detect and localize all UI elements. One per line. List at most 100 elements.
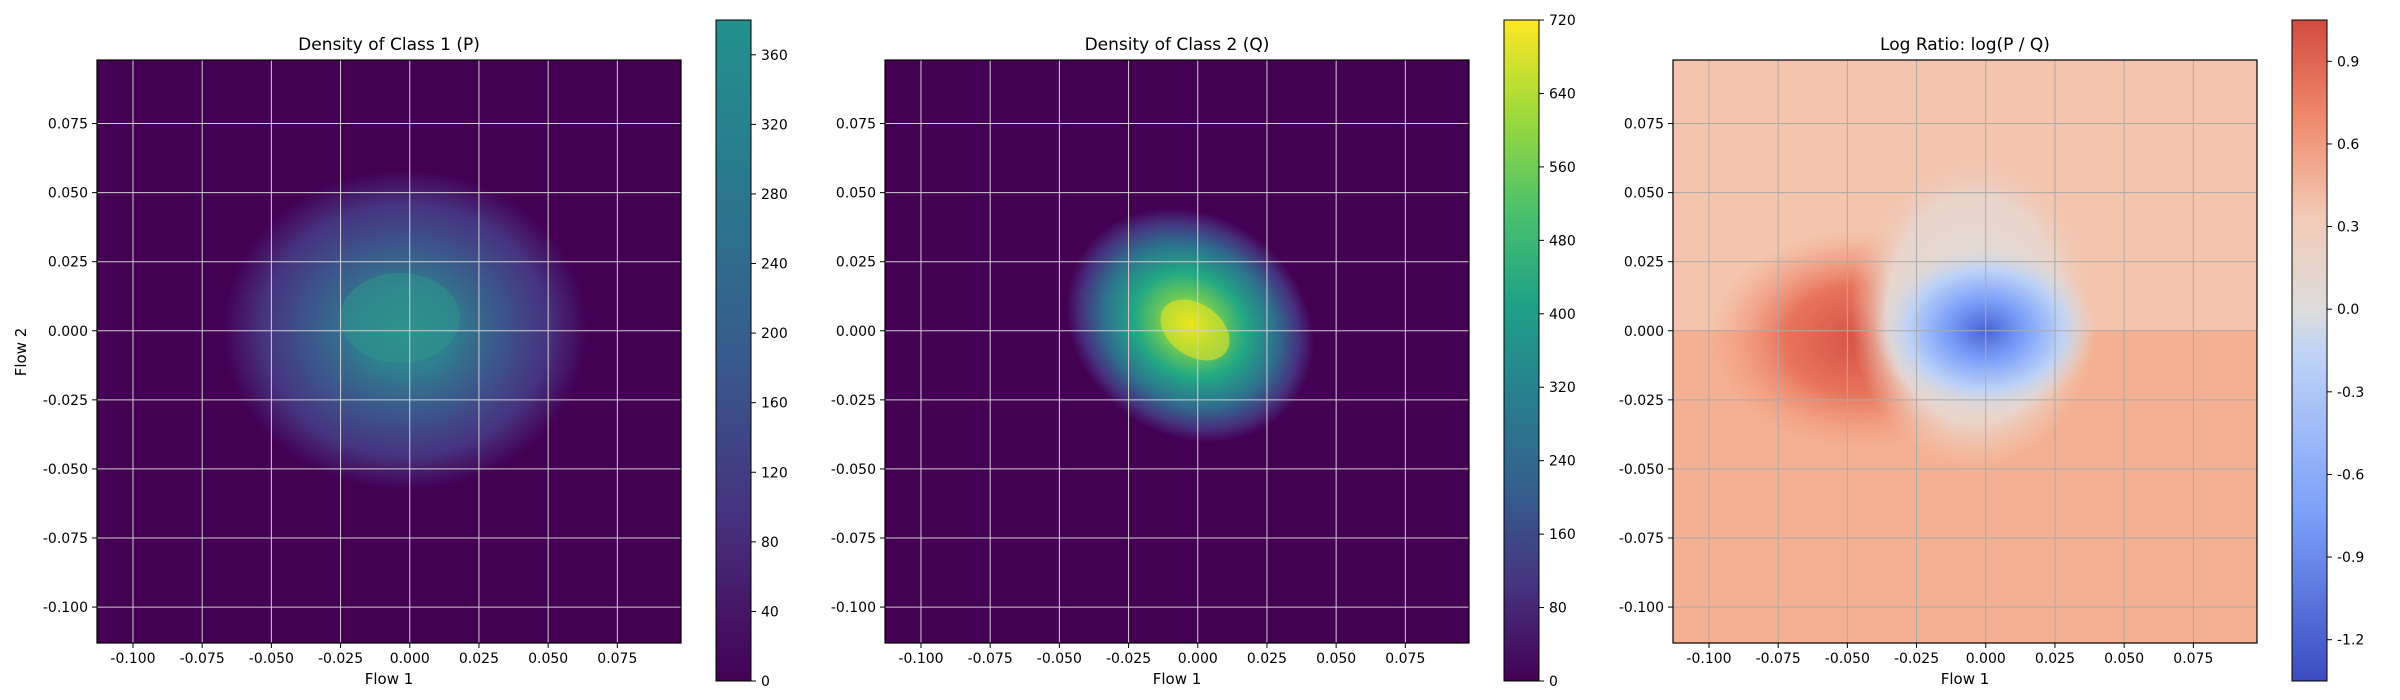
colorbar-tick-label: -0.9 xyxy=(2337,550,2364,566)
x-tick-label: 0.000 xyxy=(1966,651,2006,667)
y-tick-label: 0.050 xyxy=(48,186,88,202)
x-tick-label: -0.050 xyxy=(1825,651,1870,667)
colorbar-ratio xyxy=(2291,19,2328,682)
y-tick-label: -0.100 xyxy=(831,600,876,616)
grid-p xyxy=(97,60,681,643)
x-tick-label: 0.025 xyxy=(1247,651,1287,667)
colorbar-tick-label: 400 xyxy=(1549,307,1576,323)
x-tick-label: 0.050 xyxy=(2104,651,2144,667)
colorbar-tick-label: -0.6 xyxy=(2337,467,2364,483)
x-tick-label: -0.025 xyxy=(1894,651,1939,667)
y-ticks-ratio: -0.100 -0.075 -0.050 -0.025 0.000 0.025 0.050 0… xyxy=(1619,117,1673,616)
colorbar-tick-label: 240 xyxy=(761,257,788,273)
y-tick-label: -0.050 xyxy=(831,462,876,478)
colorbar-tick-label: 320 xyxy=(1549,380,1576,396)
colorbar-tick-label: 360 xyxy=(761,48,788,64)
density-blob-p xyxy=(223,170,587,490)
colorbar-tick-label: 640 xyxy=(1549,86,1576,102)
x-axis-label-p: Flow 1 xyxy=(365,670,414,688)
x-tick-label: -0.025 xyxy=(318,651,363,667)
colorbar-tick-label: 0.0 xyxy=(2337,302,2359,318)
x-ticks-q: -0.100 -0.075 -0.050 -0.025 0.000 0.025 0.050 0… xyxy=(898,643,1425,667)
y-tick-label: -0.050 xyxy=(1619,462,1664,478)
density-core-q xyxy=(1160,299,1230,361)
y-tick-label: -0.025 xyxy=(1619,393,1664,409)
x-tick-label: -0.075 xyxy=(180,651,225,667)
colorbar-tick-label: 280 xyxy=(761,187,788,203)
grid-ratio xyxy=(1673,60,2257,643)
chart-title-p: Density of Class 1 (P) xyxy=(298,35,480,55)
panel-log-ratio: -0.100 -0.075 -0.050 -0.025 0.000 0.025 0.050 0… xyxy=(1619,19,2364,688)
ratio-low-region xyxy=(1875,245,2095,415)
x-tick-label: -0.025 xyxy=(1106,651,1151,667)
colorbar-ticks-q: 0 80 160 240 320 400 480 560 640 720 xyxy=(1539,13,1576,690)
y-tick-label: 0.000 xyxy=(836,324,876,340)
colorbar-tick-label: 320 xyxy=(761,117,788,133)
x-tick-label: 0.075 xyxy=(597,651,637,667)
y-tick-label: -0.075 xyxy=(831,531,876,547)
x-axis-label-q: Flow 1 xyxy=(1153,670,1202,688)
y-tick-label: 0.075 xyxy=(48,117,88,133)
y-tick-label: 0.000 xyxy=(48,324,88,340)
x-tick-label: -0.100 xyxy=(110,651,155,667)
colorbar-tick-label: 160 xyxy=(761,396,788,412)
colorbar-ticks-ratio: -1.2 -0.9 -0.6 -0.3 0.0 0.3 0.6 0.9 xyxy=(2327,54,2364,649)
panel-density-p: -0.100 -0.075 -0.050 -0.025 0.000 0.025 0.050 0… xyxy=(12,19,788,690)
plot-frame-q xyxy=(884,59,1470,644)
y-tick-label: -0.100 xyxy=(43,600,88,616)
y-tick-label: 0.075 xyxy=(836,117,876,133)
chart-title-ratio: Log Ratio: log(P / Q) xyxy=(1880,35,2050,55)
y-tick-label: 0.000 xyxy=(1624,324,1664,340)
x-tick-label: -0.100 xyxy=(898,651,943,667)
y-tick-label: -0.075 xyxy=(43,531,88,547)
x-ticks-ratio: -0.100 -0.075 -0.050 -0.025 0.000 0.025 0.050 0… xyxy=(1686,643,2213,667)
y-tick-label: 0.025 xyxy=(48,255,88,271)
y-tick-label: 0.025 xyxy=(1624,255,1664,271)
y-tick-label: -0.025 xyxy=(43,393,88,409)
colorbar-tick-label: 80 xyxy=(761,535,779,551)
y-tick-label: -0.050 xyxy=(43,462,88,478)
x-tick-label: 0.050 xyxy=(528,651,568,667)
x-tick-label: 0.025 xyxy=(2035,651,2075,667)
x-tick-label: -0.075 xyxy=(968,651,1013,667)
density-core-p xyxy=(340,273,460,363)
colorbar-tick-label: 200 xyxy=(761,326,788,342)
y-tick-label: 0.050 xyxy=(1624,186,1664,202)
y-tick-label: 0.050 xyxy=(836,186,876,202)
x-tick-label: 0.025 xyxy=(459,651,499,667)
heatmap-q xyxy=(885,60,1469,643)
colorbar-tick-label: 480 xyxy=(1549,233,1576,249)
colorbar-tick-label: 80 xyxy=(1549,601,1567,617)
colorbar-tick-label: 0.3 xyxy=(2337,220,2359,236)
x-tick-label: 0.075 xyxy=(1385,651,1425,667)
colorbar-tick-label: 120 xyxy=(761,465,788,481)
plot-frame-p xyxy=(96,59,682,644)
y-tick-label: 0.025 xyxy=(836,255,876,271)
colorbar-tick-label: -1.2 xyxy=(2337,633,2364,649)
heatmap-log-ratio xyxy=(1673,60,2257,643)
x-axis-label-ratio: Flow 1 xyxy=(1941,670,1990,688)
colorbar-tick-label: 0 xyxy=(761,674,770,690)
colorbar-tick-label: 40 xyxy=(761,604,779,620)
x-tick-label: 0.000 xyxy=(390,651,430,667)
y-ticks-p: -0.100 -0.075 -0.050 -0.025 0.000 0.025 0.050 0… xyxy=(43,117,97,616)
x-tick-label: 0.050 xyxy=(1316,651,1356,667)
plot-frame-ratio xyxy=(1672,59,2258,644)
colorbar-tick-label: 160 xyxy=(1549,527,1576,543)
y-tick-label: -0.075 xyxy=(1619,531,1664,547)
colorbar-p xyxy=(715,19,752,682)
colorbar-tick-label: 0.6 xyxy=(2337,137,2359,153)
panel-density-q: -0.100 -0.075 -0.050 -0.025 0.000 0.025 0.050 0… xyxy=(831,13,1576,690)
heatmap-p xyxy=(97,60,681,643)
colorbar-tick-label: -0.3 xyxy=(2337,385,2364,401)
x-ticks-p: -0.100 -0.075 -0.050 -0.025 0.000 0.025 0.050 0… xyxy=(110,643,637,667)
y-ticks-q: -0.100 -0.075 -0.050 -0.025 0.000 0.025 0.050 0… xyxy=(831,117,885,616)
colorbar-ticks-p: 0 40 80 120 160 200 240 280 320 360 xyxy=(751,48,788,690)
chart-title-q: Density of Class 2 (Q) xyxy=(1085,35,1270,55)
colorbar-tick-label: 560 xyxy=(1549,160,1576,176)
colorbar-tick-label: 240 xyxy=(1549,454,1576,470)
x-tick-label: -0.100 xyxy=(1686,651,1731,667)
x-tick-label: 0.000 xyxy=(1178,651,1218,667)
x-tick-label: -0.050 xyxy=(249,651,294,667)
